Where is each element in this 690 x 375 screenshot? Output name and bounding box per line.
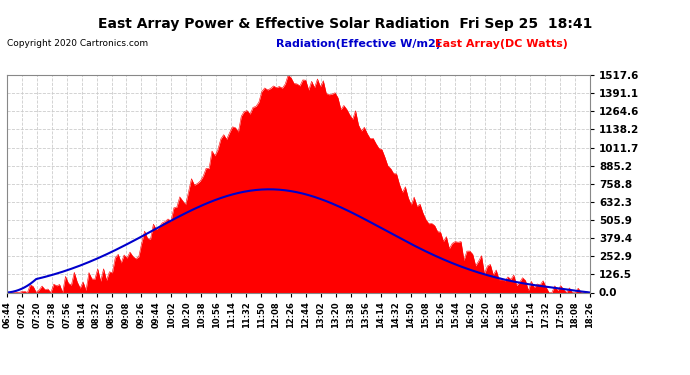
Text: Radiation(Effective W/m2): Radiation(Effective W/m2) (276, 39, 441, 50)
Text: Copyright 2020 Cartronics.com: Copyright 2020 Cartronics.com (7, 39, 148, 48)
Text: East Array(DC Watts): East Array(DC Watts) (435, 39, 568, 50)
Text: East Array Power & Effective Solar Radiation  Fri Sep 25  18:41: East Array Power & Effective Solar Radia… (98, 17, 592, 31)
